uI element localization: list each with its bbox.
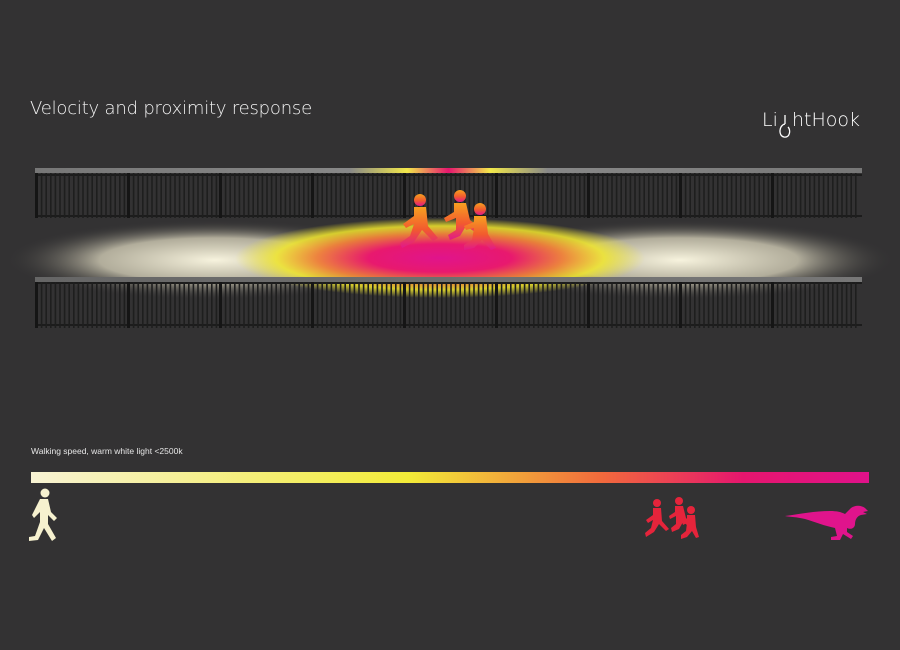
front-balusters	[35, 282, 857, 328]
lighthook-logo: Li htHook	[762, 106, 872, 146]
dinosaur-icon	[785, 502, 871, 546]
running-children-on-bridge	[400, 190, 496, 250]
speed-legend-caption: Walking speed, warm white light <2500k	[31, 446, 183, 456]
hook-icon	[779, 115, 791, 138]
speed-color-gradient-bar	[31, 468, 869, 483]
light-pool-center	[235, 218, 645, 298]
logo-wordmark-end: htHook	[792, 109, 860, 131]
rear-handrail	[35, 168, 862, 173]
front-handrail	[35, 277, 862, 282]
walking-person-icon	[26, 488, 66, 546]
footbridge-scene	[0, 160, 900, 340]
page-title: Velocity and proximity response	[30, 98, 312, 119]
running-children-icon	[643, 497, 699, 545]
logo-wordmark-start: Li	[762, 109, 778, 131]
rear-balusters	[35, 173, 857, 218]
